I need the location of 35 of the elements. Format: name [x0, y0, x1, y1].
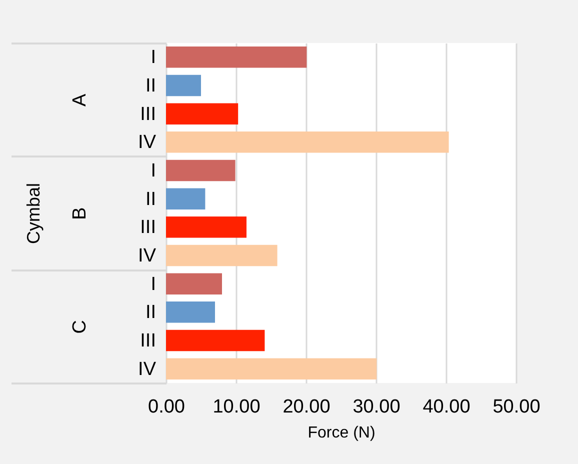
x-tick-label: 10.00	[212, 396, 260, 418]
text: I	[150, 160, 156, 182]
x-axis-title: Force (N)	[308, 424, 376, 442]
y-tick-label: C	[70, 320, 90, 334]
text: II	[145, 302, 156, 324]
bar	[166, 74, 201, 96]
text: III	[140, 330, 156, 352]
series-label: IV	[138, 132, 156, 154]
bar	[166, 46, 307, 68]
x-tick-label: 50.00	[492, 396, 540, 418]
x-tick-label: 20.00	[282, 396, 330, 418]
bar	[166, 330, 265, 352]
series-label: III	[140, 104, 156, 125]
bar	[166, 103, 238, 124]
bar	[166, 358, 377, 380]
text: IV	[138, 246, 156, 266]
x-tick-label: 0.00	[148, 396, 185, 418]
bar	[166, 160, 236, 182]
bar	[166, 273, 222, 294]
text: IV	[138, 358, 156, 380]
text: I	[150, 274, 156, 295]
bar	[166, 302, 215, 323]
bar	[166, 132, 449, 153]
x-tick-label: 40.00	[422, 396, 470, 418]
bar	[166, 216, 246, 238]
y-tick-label: B	[70, 207, 90, 220]
y-tick-label: A	[70, 94, 90, 107]
text: III	[140, 217, 156, 238]
bar	[166, 188, 206, 210]
series-label: II	[145, 76, 156, 96]
y-axis-title: Cymbal	[24, 182, 44, 244]
bar	[166, 244, 278, 266]
text: II	[145, 188, 156, 210]
x-tick-label: 30.00	[352, 396, 400, 418]
series-label: I	[150, 47, 156, 68]
